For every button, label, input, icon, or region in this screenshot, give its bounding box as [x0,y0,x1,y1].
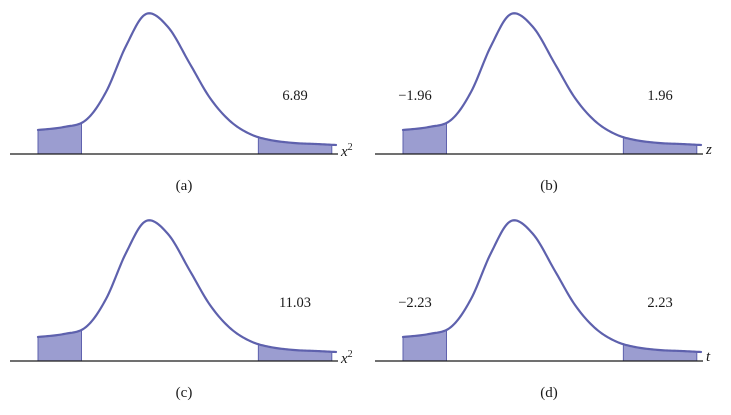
dist-panel-b: −1.96 1.96 z (b) [365,0,731,207]
plot-area-b: −1.96 1.96 z [373,2,725,164]
axis-variable-label: x2 [341,142,353,161]
axis-variable-label: t [706,349,710,366]
axis-variable-label: x2 [341,349,353,368]
dist-panel-a: 6.89 x2 (a) [0,0,365,207]
axis-variable-base: z [706,142,712,158]
right-critical-value: 11.03 [278,295,312,311]
right-critical-value: 1.96 [647,88,673,104]
left-critical-value: −1.96 [398,88,432,104]
axis-variable-base: t [706,349,711,365]
dist-panel-d: −2.23 2.23 t (d) [365,207,731,415]
distribution-curve-d [375,219,703,362]
panel-caption: (b) [540,178,558,194]
panel-caption: (d) [540,385,558,401]
plot-area-a: 6.89 x2 [8,2,360,164]
axis-variable-exponent: 2 [347,142,353,153]
dist-panel-c: 11.03 x2 (c) [0,207,365,415]
panel-caption: (a) [175,178,193,194]
axis-variable-exponent: 2 [347,349,353,360]
right-critical-value: 2.23 [647,295,673,311]
axis-variable-base: x [341,144,348,160]
panel-caption: (c) [175,385,193,401]
axis-variable-base: x [341,351,348,367]
distribution-curve-a [10,12,338,155]
distribution-curve-c [10,219,338,362]
plot-area-c: 11.03 x2 [8,209,360,371]
right-critical-value: 6.89 [282,88,308,104]
axis-variable-label: z [706,142,712,159]
plot-area-d: −2.23 2.23 t [373,209,725,371]
left-critical-value: −2.23 [398,295,432,311]
distribution-curve-b [375,12,703,155]
